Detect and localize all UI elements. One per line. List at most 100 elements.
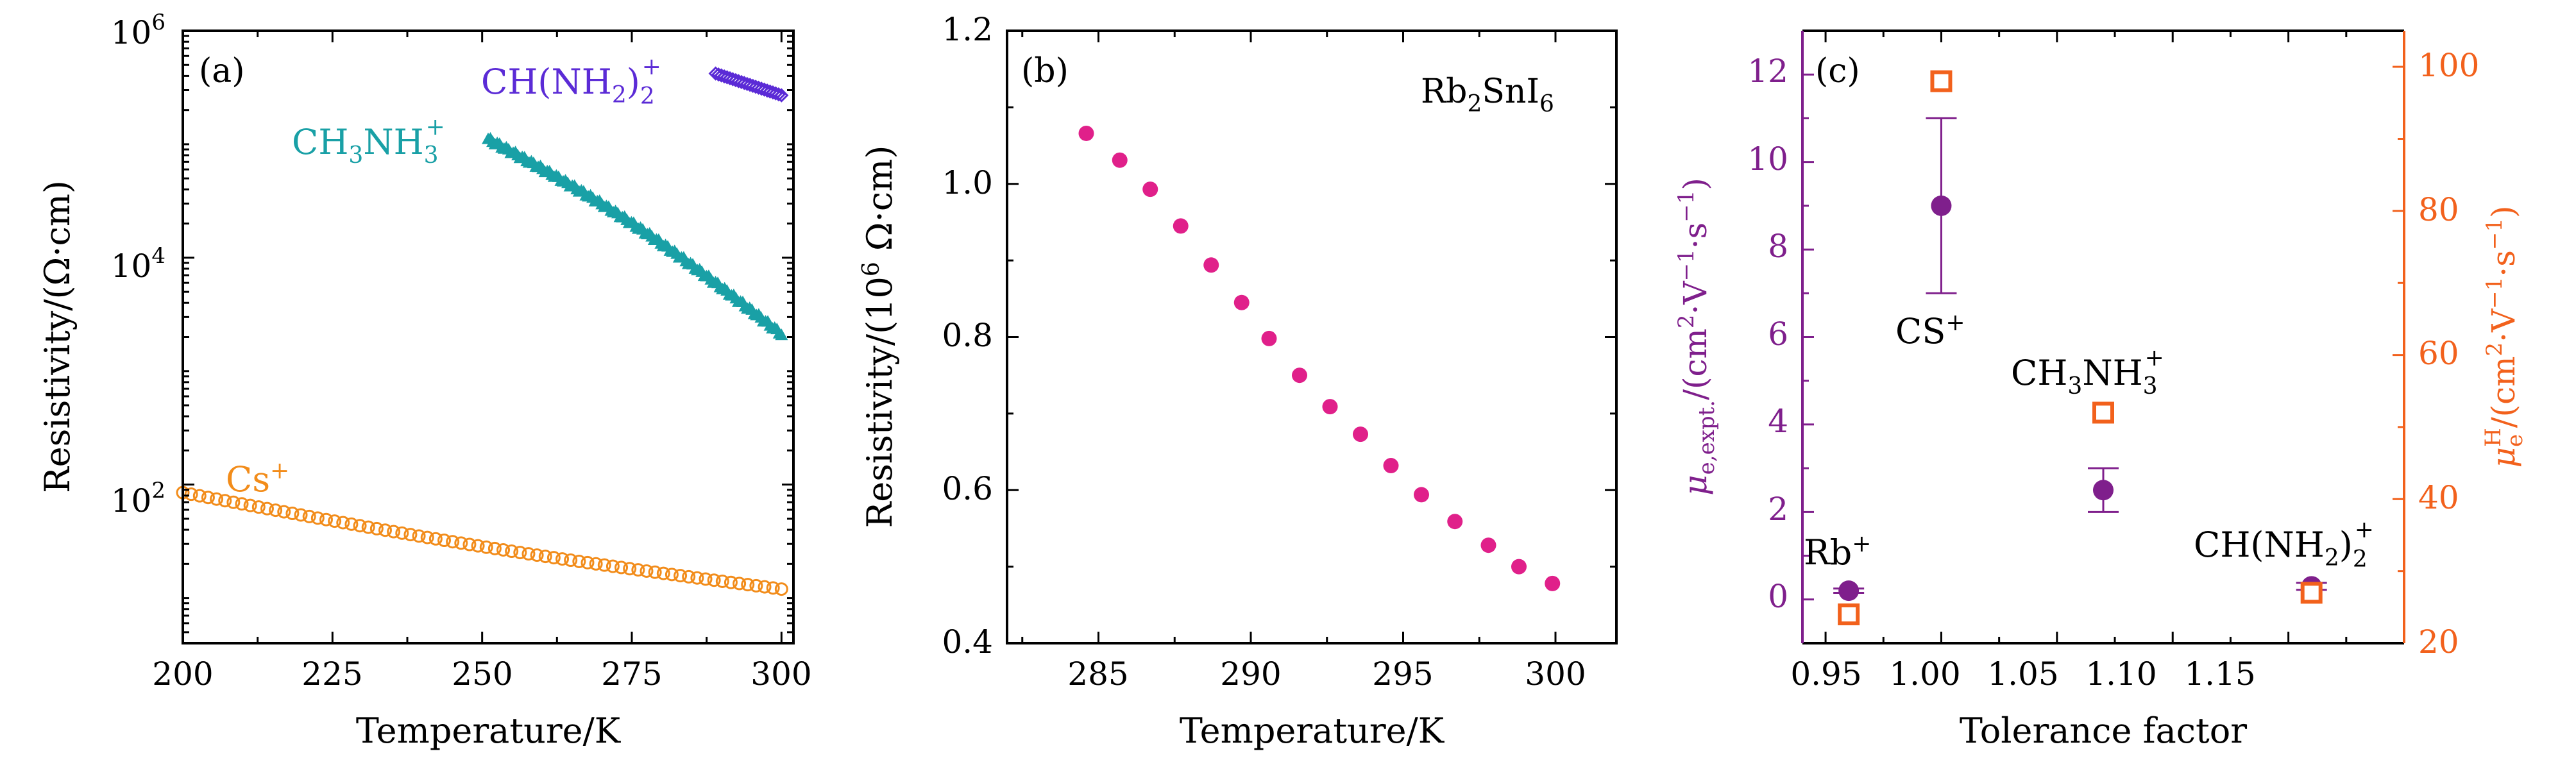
- panel-b-x-tick-labels: 285 290 295 300: [1067, 655, 1586, 693]
- panel-a-point-Cs+: [640, 564, 654, 578]
- panel-b-point: [1142, 181, 1158, 198]
- panel-a-point-Cs+: [631, 563, 645, 577]
- panel-b-point: [1233, 294, 1250, 310]
- panel-a-point-Cs+: [218, 494, 232, 508]
- panel-b-point: [1511, 559, 1527, 575]
- panel-a-x-tick-label: 250: [452, 655, 513, 693]
- panel-a-point-Cs+: [724, 575, 738, 589]
- panel-c-left-tick-label: 10: [1747, 140, 1788, 178]
- panel-a-point-Cs+: [294, 508, 308, 522]
- panel-a-point-Cs+: [682, 569, 696, 584]
- panel-c-point-mu-hall: [1838, 603, 1860, 626]
- panel-a-point-Cs+: [733, 577, 747, 591]
- panel-a-point-Cs+: [741, 578, 755, 592]
- panel-c-point-mu-expt: [1838, 580, 1860, 602]
- panel-b-y-tick-label: 0.8: [942, 317, 993, 354]
- panel-a-point-Cs+: [344, 517, 359, 531]
- panel-b-point: [1480, 537, 1496, 553]
- panel-a-point-Cs+: [378, 523, 392, 537]
- panel-c-x-axis-title: Tolerance factor: [1960, 711, 2247, 751]
- panel-a-y-tick-label: 106: [111, 10, 165, 51]
- panel-a-point-Cs+: [192, 489, 207, 503]
- panel-c-right-tick-label: 20: [2418, 623, 2459, 661]
- panel-a-point-Cs+: [387, 525, 401, 539]
- panel-a-point-Cs+: [564, 553, 578, 568]
- panel-a-point-Cs+: [243, 498, 257, 512]
- panel-c-point-mu-expt: [1931, 195, 1952, 216]
- panel-a-point-Cs+: [235, 497, 249, 511]
- panel-a-point-Cs+: [201, 491, 215, 505]
- panel-c-label-chnh2: CH(NH2)2+: [2194, 517, 2374, 573]
- panel-a-label: (a): [199, 52, 245, 90]
- panel-a-point-Cs+: [674, 569, 688, 583]
- panel-a-point-Cs+: [589, 557, 603, 571]
- panel-a-point-Cs+: [319, 512, 333, 526]
- panel-b-compound-label: Rb2SnI6: [1421, 72, 1554, 117]
- panel-c-left-tick-label: 8: [1768, 228, 1788, 265]
- panel-a-point-Cs+: [513, 546, 527, 560]
- panel-c-left-axis-title: μe,expt./(cm2·V−1·s−1): [1674, 178, 1720, 496]
- panel-c-label-rb: Rb+: [1804, 531, 1871, 573]
- panel-a-point-Cs+: [277, 505, 291, 519]
- panel-a-point-Cs+: [454, 536, 468, 550]
- panel-a-point-Cs+: [690, 571, 704, 585]
- panel-a-point-Cs+: [479, 540, 493, 554]
- panel-a-point-Cs+: [758, 580, 772, 594]
- panel-c-right-tick-labels: 20 40 60 80 100: [2418, 47, 2479, 661]
- panel-a-point-Cs+: [538, 550, 552, 564]
- panel-b-frame: [1006, 29, 1618, 644]
- panel-c-x-tick-label: 1.10: [2085, 655, 2157, 693]
- panel-a-legend-ch3nh3: CH3NH3+: [292, 114, 445, 169]
- panel-a-point-Cs+: [251, 500, 266, 514]
- panel-a-point-Cs+: [361, 520, 375, 534]
- panel-b-point: [1353, 426, 1368, 442]
- panel-b-x-tick-label: 285: [1067, 655, 1128, 693]
- panel-b-point: [1545, 575, 1561, 591]
- panel-c-right-axis-title: μeH/(cm2·V−1·s−1): [2480, 205, 2528, 467]
- panel-c-label: (c): [1815, 52, 1860, 90]
- panel-a-frame: [182, 29, 795, 644]
- panel-a-point-Cs+: [428, 532, 443, 546]
- panel-a-point-Cs+: [496, 543, 511, 557]
- panel-a-legend-chnh2: CH(NH2)2+: [481, 54, 661, 110]
- panel-b-point: [1292, 367, 1307, 383]
- panel-c-x-tick-label: 1.15: [2184, 655, 2255, 693]
- panel-a-point-Cs+: [547, 551, 561, 565]
- panel-a-point-Cs+: [226, 495, 241, 509]
- panel-a-point-Cs+: [437, 534, 452, 548]
- panel-c-right-tick-label: 80: [2418, 191, 2459, 228]
- panel-a-point-CH(NH2)2+: [774, 88, 789, 103]
- panel-c-left-tick-label: 6: [1768, 316, 1788, 353]
- panel-c-x-tick-labels: 0.95 1.00 1.05 1.10 1.15: [1790, 655, 2255, 693]
- panel-a-point-Cs+: [446, 535, 460, 549]
- panel-c-data-points: [1833, 70, 2327, 626]
- panel-a-point-Cs+: [555, 552, 570, 566]
- panel-a-point-Cs+: [606, 559, 620, 573]
- panel-c-label-ch3nh3: CH3NH3+: [2011, 345, 2164, 400]
- panel-a-x-tick-label: 300: [750, 655, 811, 693]
- panel-b-point: [1173, 218, 1189, 234]
- panel-a-point-Cs+: [707, 573, 721, 587]
- panel-b-y-tick-labels: 0.4 0.6 0.8 1.0 1.2: [942, 11, 993, 661]
- panel-a-point-CH3NH3+: [775, 328, 788, 341]
- panel-a-point-Cs+: [487, 541, 502, 555]
- panel-a-y-tick-label: 104: [111, 243, 165, 285]
- panel-a-point-Cs+: [310, 511, 325, 525]
- panel-a-point-Cs+: [285, 507, 300, 521]
- panel-a-x-tick-labels: 200 225 250 275 300: [152, 655, 811, 693]
- panel-a-point-Cs+: [269, 503, 283, 518]
- panel-a-point-Cs+: [353, 519, 367, 533]
- panel-b-y-tick-label: 0.4: [942, 623, 993, 661]
- panel-a: (a) CH(NH2)2+ CH3NH3+ Cs+ 200 225 250 27…: [37, 10, 812, 751]
- panel-a-point-Cs+: [521, 547, 536, 561]
- panel-c-right-tick-label: 100: [2418, 47, 2479, 84]
- panel-c-x-tick-label: 1.05: [1987, 655, 2058, 693]
- panel-a-point-Cs+: [403, 528, 418, 542]
- panel-a-point-Cs+: [665, 568, 679, 582]
- panel-c-x-tick-label: 0.95: [1790, 655, 1861, 693]
- panel-b-ticks: [1007, 29, 1616, 644]
- panel-c-point-mu-hall: [2300, 582, 2323, 604]
- panel-a-ticks: [182, 29, 793, 644]
- panel-b-x-tick-label: 300: [1525, 655, 1586, 693]
